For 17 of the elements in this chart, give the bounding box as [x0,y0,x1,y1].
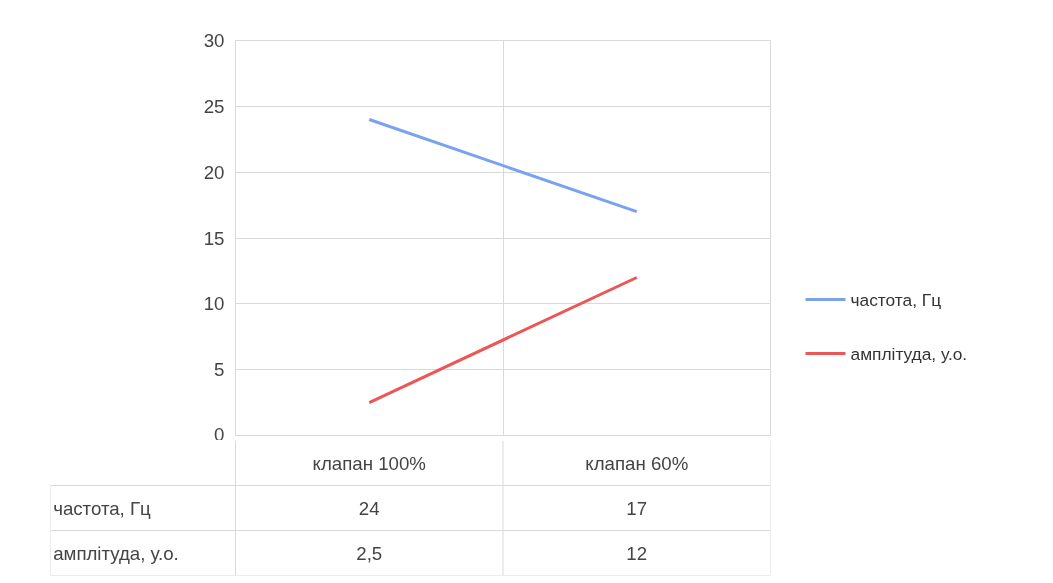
y-tick-label: 15 [203,227,225,249]
text: амплітуда, у.о. [53,542,179,564]
data-label: 17 [626,497,648,519]
y-tick-label: 5 [214,359,225,381]
legend-label: амплітуда, у.о. [850,343,968,364]
x-tick-label: клапан 60% [585,452,689,474]
text: частота, Гц [53,497,151,519]
y-tick-label: 20 [203,161,225,183]
y-tick-label: 30 [203,30,225,51]
x-tick-label: клапан 100% [312,452,426,474]
y-tick-label: 0 [214,423,225,445]
y-tick-label: 25 [203,95,225,117]
legend-label: частота, Гц [850,289,942,310]
data-label: 2,5 [356,542,383,564]
data-label: 12 [626,542,648,564]
y-tick-label: 10 [203,293,225,315]
data-label: 24 [358,497,380,519]
